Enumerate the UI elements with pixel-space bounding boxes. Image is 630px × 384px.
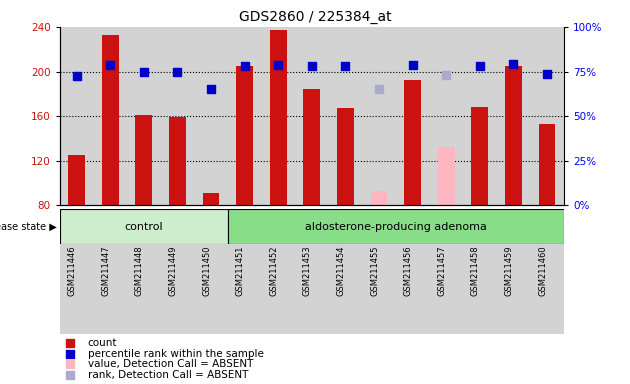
Bar [370,191,387,205]
Text: GSM211453: GSM211453 [303,246,312,296]
Bar [127,244,161,334]
Bar [396,244,430,334]
Point [408,62,418,68]
Bar [127,27,161,205]
Point [542,71,552,77]
Point [273,62,284,68]
Bar [530,27,564,205]
Bar [362,27,396,205]
Bar [530,244,564,334]
Bar [430,27,463,205]
Point [72,73,82,79]
Point [139,68,149,74]
Point [173,68,183,74]
Point [475,63,485,69]
Point [508,61,518,67]
Text: GSM211458: GSM211458 [471,246,480,296]
Bar [295,244,329,334]
Bar [161,244,194,334]
Bar [337,108,354,205]
Text: GSM211454: GSM211454 [336,246,345,296]
Bar [539,124,556,205]
Bar [60,209,228,244]
Bar [261,27,295,205]
Text: GSM211447: GSM211447 [101,246,110,296]
Text: rank, Detection Call = ABSENT: rank, Detection Call = ABSENT [88,370,248,380]
Bar [329,244,362,334]
Bar [93,27,127,205]
Text: GSM211457: GSM211457 [437,246,446,296]
Bar [471,107,488,205]
Text: value, Detection Call = ABSENT: value, Detection Call = ABSENT [88,359,253,369]
Point [398,20,408,26]
Bar [228,27,261,205]
Bar [228,244,261,334]
Bar [496,27,530,205]
Bar [203,193,219,205]
Text: GSM211450: GSM211450 [202,246,211,296]
Bar [329,27,362,205]
Text: aldosterone-producing adenoma: aldosterone-producing adenoma [305,222,487,232]
Text: GSM211459: GSM211459 [505,246,513,296]
Bar [438,147,455,205]
Text: GSM211455: GSM211455 [370,246,379,296]
Point [340,63,350,69]
Bar [496,244,530,334]
Bar [228,209,564,244]
Point [398,308,408,314]
Bar [194,27,228,205]
Text: GDS2860 / 225384_at: GDS2860 / 225384_at [239,10,391,23]
Text: GSM211446: GSM211446 [67,246,77,296]
Point [239,63,249,69]
Text: count: count [88,338,117,348]
Bar [430,244,463,334]
Point [307,63,317,69]
Bar [295,27,329,205]
Point [374,86,384,93]
Bar [505,66,522,205]
Text: GSM211449: GSM211449 [168,246,178,296]
Point [441,72,451,78]
Bar [102,35,118,205]
Bar [270,30,287,205]
Bar [362,244,396,334]
Bar [261,244,295,334]
Text: disease state ▶: disease state ▶ [0,222,57,232]
Bar [236,66,253,205]
Bar [161,27,194,205]
Bar [463,27,496,205]
Text: GSM211456: GSM211456 [404,246,413,296]
Bar [463,244,496,334]
Point [398,116,408,122]
Text: GSM211448: GSM211448 [135,246,144,296]
Bar [93,244,127,334]
Bar [60,244,93,334]
Bar [60,27,93,205]
Bar [404,81,421,205]
Bar [68,155,85,205]
Text: percentile rank within the sample: percentile rank within the sample [88,349,263,359]
Text: GSM211460: GSM211460 [538,246,547,296]
Text: GSM211451: GSM211451 [236,246,244,296]
Bar [396,27,430,205]
Bar [169,117,186,205]
Text: GSM211452: GSM211452 [269,246,278,296]
Bar [135,115,152,205]
Text: control: control [125,222,163,232]
Point [105,62,115,68]
Point [206,86,216,93]
Bar [304,89,320,205]
Point [398,212,408,218]
Bar [194,244,228,334]
